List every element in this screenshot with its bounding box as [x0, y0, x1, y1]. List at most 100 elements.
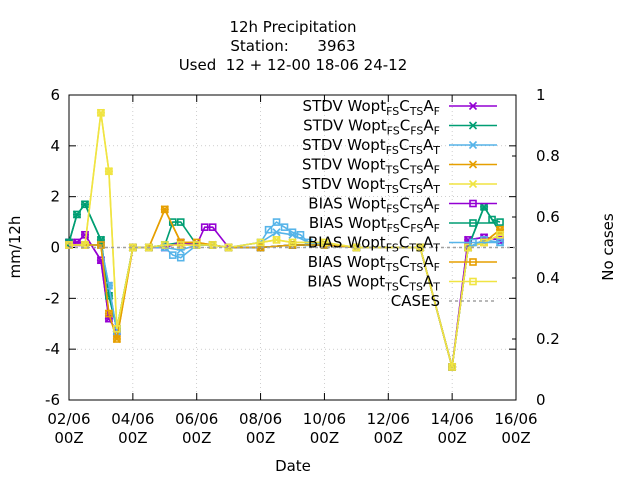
x-tick-label: 00Z	[246, 429, 275, 447]
legend-entry-10: CASES	[391, 292, 497, 310]
legend-entry-4: STDV WoptTSCTSAT	[302, 175, 497, 196]
data-point	[272, 236, 281, 244]
legend-marker	[468, 101, 478, 111]
y2-axis-label: No cases	[599, 213, 617, 281]
legend-entry-9: BIAS WoptTSCTSAT	[307, 273, 497, 294]
data-point	[105, 167, 113, 176]
data-point	[496, 238, 504, 247]
title-line-2: Station: 3963	[230, 37, 355, 55]
chart-title: 12h Precipitation Station: 3963 Used 12 …	[179, 18, 408, 74]
legend-entry-0: STDV WoptFSCTSAF	[303, 97, 497, 118]
y-tick-label: 2	[50, 188, 60, 206]
data-point	[81, 241, 89, 249]
legend-entry-6: BIAS WoptFSCFSAF	[309, 214, 497, 235]
y2-tick-label: 1	[536, 86, 546, 104]
data-point	[176, 253, 185, 262]
legend-marker	[469, 238, 477, 247]
x-tick-label: 00Z	[374, 429, 403, 447]
legend-entry-1: STDV WoptFSCFSAF	[303, 117, 497, 138]
data-point	[81, 200, 89, 209]
data-point	[105, 309, 113, 318]
legend-label: STDV WoptFSCTSAT	[302, 136, 440, 157]
legend-label: STDV WoptFSCTSAF	[303, 97, 440, 118]
data-point	[176, 241, 185, 249]
series-layer	[64, 108, 516, 372]
data-point	[496, 230, 504, 239]
x-tick-label: 00Z	[437, 429, 466, 447]
x-axis-label: Date	[275, 457, 311, 475]
legend-entry-2: STDV WoptFSCTSAT	[302, 136, 497, 157]
x-tick-label: 02/06	[47, 410, 90, 428]
data-point	[176, 218, 185, 226]
legend-marker	[468, 140, 478, 150]
legend-marker	[468, 121, 478, 130]
legend-entry-7: BIAS WoptFSCTSAT	[308, 234, 497, 255]
data-point	[208, 223, 217, 231]
x-tick-label: 00Z	[118, 429, 147, 447]
legend-marker	[469, 277, 477, 286]
data-point	[496, 218, 504, 226]
y-tick-label: 0	[50, 239, 60, 257]
x-tick-label: 14/06	[431, 410, 474, 428]
data-point	[208, 241, 217, 249]
data-point	[81, 230, 89, 239]
data-point	[320, 238, 329, 247]
x-tick-label: 00Z	[310, 429, 339, 447]
legend-entry-8: BIAS WoptTSCTSAF	[308, 253, 497, 274]
legend-label: BIAS WoptFSCFSAF	[309, 214, 440, 235]
data-point	[160, 205, 169, 214]
data-point	[272, 218, 281, 226]
legend-marker	[468, 179, 478, 189]
data-point	[160, 241, 169, 249]
x-tick-label: 00Z	[54, 429, 83, 447]
legend-label: BIAS WoptFSCTSAF	[308, 195, 440, 216]
data-point	[200, 223, 209, 231]
data-point	[288, 238, 297, 247]
title-line-1: 12h Precipitation	[229, 18, 356, 36]
y-tick-label: 6	[50, 86, 60, 104]
y2-tick-label: 0.8	[536, 147, 560, 165]
legend-label: STDV WoptFSCFSAF	[303, 117, 440, 138]
data-point	[496, 225, 504, 234]
x-tick-label: 00Z	[501, 429, 530, 447]
legend-label: STDV WoptTSCTSAT	[302, 175, 441, 196]
title-line-3: Used 12 + 12-00 18-06 24-12	[179, 56, 408, 74]
data-point	[168, 251, 177, 259]
legend-label: CASES	[391, 292, 440, 310]
y-tick-label: -6	[45, 391, 60, 409]
legend-label: BIAS WoptFSCTSAT	[308, 234, 440, 255]
x-tick-label: 12/06	[367, 410, 410, 428]
y2-tick-label: 0.4	[536, 269, 560, 287]
data-point	[280, 223, 289, 231]
x-tick-label: 16/06	[494, 410, 537, 428]
x-tick-label: 06/06	[175, 410, 218, 428]
y-tick-label: -2	[45, 289, 60, 307]
data-point	[105, 291, 113, 300]
legend-marker	[469, 258, 477, 266]
data-point	[448, 363, 456, 371]
data-point	[113, 325, 121, 333]
data-point	[97, 236, 105, 244]
y-axis-label: mm/12h	[6, 216, 24, 279]
legend-label: BIAS WoptTSCTSAT	[307, 273, 440, 294]
series-line	[69, 112, 501, 368]
y-tick-label: -4	[45, 340, 60, 358]
data-point	[145, 243, 153, 252]
data-point	[113, 335, 121, 343]
y2-tick-label: 0.2	[536, 330, 560, 348]
data-point	[264, 225, 273, 234]
legend-entry-3: STDV WoptTSCTSAF	[302, 156, 497, 177]
y2-tick-label: 0.6	[536, 208, 560, 226]
legend-marker	[469, 199, 477, 208]
x-tick-label: 08/06	[239, 410, 282, 428]
x-tick-label: 10/06	[303, 410, 346, 428]
legend-entry-5: BIAS WoptFSCTSAF	[308, 195, 497, 216]
y-tick-label: 4	[50, 137, 60, 155]
legend-marker	[468, 160, 478, 169]
data-point	[296, 230, 305, 239]
data-point	[272, 228, 281, 237]
x-tick-label: 04/06	[111, 410, 154, 428]
